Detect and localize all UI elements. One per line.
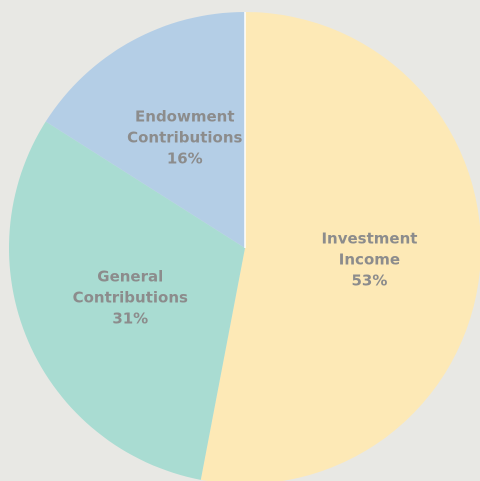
pie-slice [200,12,480,481]
category-label: Endowment Contributions [127,107,243,147]
value-label: 53% [351,271,388,290]
category-label: Investment Income [321,229,418,269]
value-label: 31% [112,309,149,328]
value-label: 16% [166,149,203,168]
pie-slice [8,121,245,480]
slice-label: Endowment Contributions 16% [125,107,245,170]
pie-slice [45,12,245,248]
slice-label: Investment Income 53% [309,228,429,291]
category-label: General Contributions [72,267,188,307]
slice-label: General Contributions 31% [70,266,190,329]
